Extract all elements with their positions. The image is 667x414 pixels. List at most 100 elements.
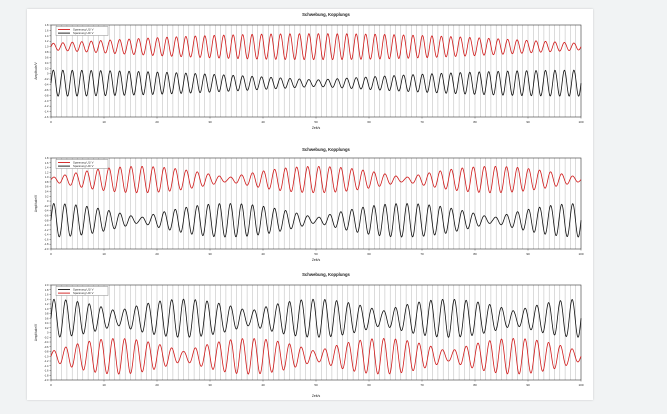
y-tick-label: 0 [47, 72, 49, 76]
legend-label: Spannung U2/ V [73, 291, 94, 295]
x-tick-label: 20 [155, 383, 159, 387]
y-tick-label: -1.4 [44, 233, 49, 237]
x-tick-label: 0 [50, 252, 52, 256]
y-tick-label: -0.6 [44, 213, 49, 217]
y-tick-label: -0.6 [44, 345, 49, 349]
x-tick-label: 70 [420, 383, 424, 387]
x-tick-label: 100 [578, 120, 583, 124]
y-tick-label: 0.6 [45, 316, 49, 320]
y-tick-label: 1.8 [45, 23, 49, 27]
y-tick-label: -1.0 [44, 223, 49, 227]
grid-lines [56, 158, 576, 249]
series-line-1 [50, 298, 582, 338]
y-tick-label: -1.8 [44, 242, 49, 246]
y-tick-label: 1.2 [45, 39, 49, 43]
chart-title: Schwebung, Kopplungs [302, 147, 350, 152]
chart-title: Schwebung, Kopplungs [302, 272, 350, 277]
x-tick-label: 0 [50, 383, 52, 387]
y-tick-label: -0.8 [44, 93, 49, 97]
x-tick-label: 90 [526, 120, 530, 124]
y-tick-label: -0.6 [44, 88, 49, 92]
x-tick-label: 10 [102, 383, 106, 387]
beat-chart-1: Schwebung, Kopplungs Amplitude/V Zeit/s 0 10… [34, 12, 584, 130]
y-tick-label: 2.0 [45, 283, 49, 287]
y-axis-label: Amplitude/V [34, 194, 38, 212]
y-tick-label: 1.0 [45, 307, 49, 311]
y-tick-label: -1.6 [44, 237, 49, 241]
y-tick-label: 0.4 [45, 61, 49, 65]
y-tick-label: -0.4 [44, 83, 49, 87]
x-axis-label: Zeit/s [312, 258, 321, 262]
x-tick-label: 0 [50, 120, 52, 124]
y-tick-label: -1.0 [44, 99, 49, 103]
x-tick-label: 80 [473, 120, 477, 124]
y-tick-label: 1.4 [45, 34, 49, 38]
y-tick-label: 1.0 [45, 175, 49, 179]
x-tick-label: 90 [526, 383, 530, 387]
y-tick-label: -1.4 [44, 364, 49, 368]
x-tick-label: 80 [473, 252, 477, 256]
series-line-2 [50, 202, 582, 238]
y-tick-label: 1.8 [45, 288, 49, 292]
y-axis-label: Amplitude/V [34, 62, 38, 80]
x-axis-label: Zeit/s [312, 126, 321, 130]
x-axis-label: Zeit/s [312, 394, 321, 398]
y-tick-label: -0.2 [44, 335, 49, 339]
series-line-1 [50, 165, 582, 194]
x-tick-label: 40 [261, 252, 265, 256]
y-tick-label: -0.4 [44, 209, 49, 213]
series-line-2 [50, 69, 582, 97]
y-tick-label: 1.2 [45, 302, 49, 306]
y-tick-label: -2.0 [44, 247, 49, 251]
y-axis-label: Amplitude/V [34, 323, 38, 341]
x-tick-label: 10 [102, 252, 106, 256]
chart-title: Schwebung, Kopplungs [302, 12, 350, 17]
x-tick-label: 70 [420, 120, 424, 124]
y-tick-label: 1.8 [45, 156, 49, 160]
x-tick-label: 70 [420, 252, 424, 256]
beat-chart-3: Schwebung, Kopplungs Amplitude/V Zeit/s 0 10… [34, 272, 584, 398]
series-line-1 [50, 33, 582, 61]
y-tick-label: -0.2 [44, 77, 49, 81]
x-tick-label: 80 [473, 383, 477, 387]
y-tick-label: 1.2 [45, 170, 49, 174]
x-tick-label: 30 [208, 252, 212, 256]
y-tick-label: -0.8 [44, 218, 49, 222]
y-tick-label: -1.6 [44, 115, 49, 119]
x-tick-label: 30 [208, 120, 212, 124]
x-tick-label: 50 [314, 383, 318, 387]
legend-label: Spannung U1/ V [73, 161, 94, 165]
x-tick-label: 60 [367, 120, 371, 124]
legend-label: Spannung U1/ V [73, 288, 94, 292]
x-tick-label: 40 [261, 120, 265, 124]
y-tick-label: -1.2 [44, 104, 49, 108]
y-tick-label: 0 [47, 331, 49, 335]
y-tick-label: 0.2 [45, 66, 49, 70]
y-tick-label: 1.6 [45, 293, 49, 297]
y-tick-label: -1.2 [44, 228, 49, 232]
grid-lines [56, 285, 576, 380]
y-tick-label: -1.4 [44, 110, 49, 114]
x-tick-label: 20 [155, 252, 159, 256]
x-tick-label: 100 [578, 383, 583, 387]
y-tick-label: 0.6 [45, 55, 49, 59]
y-tick-label: 0.6 [45, 185, 49, 189]
y-tick-label: -2.0 [44, 378, 49, 382]
series-line-2 [50, 337, 582, 375]
legend-label: Spannung U2/ V [73, 31, 94, 35]
plot-sheet: Schwebung, Kopplungs Amplitude/V Zeit/s 0 10… [27, 9, 593, 400]
y-tick-label: 0.8 [45, 312, 49, 316]
x-tick-label: 100 [578, 252, 583, 256]
y-tick-label: 1.0 [45, 45, 49, 49]
x-tick-label: 90 [526, 252, 530, 256]
legend-label: Spannung U1/ V [73, 28, 94, 32]
x-tick-label: 30 [208, 383, 212, 387]
x-tick-label: 60 [367, 252, 371, 256]
y-tick-label: 0.4 [45, 190, 49, 194]
x-tick-label: 20 [155, 120, 159, 124]
y-tick-label: -0.4 [44, 340, 49, 344]
y-tick-label: 0.4 [45, 321, 49, 325]
